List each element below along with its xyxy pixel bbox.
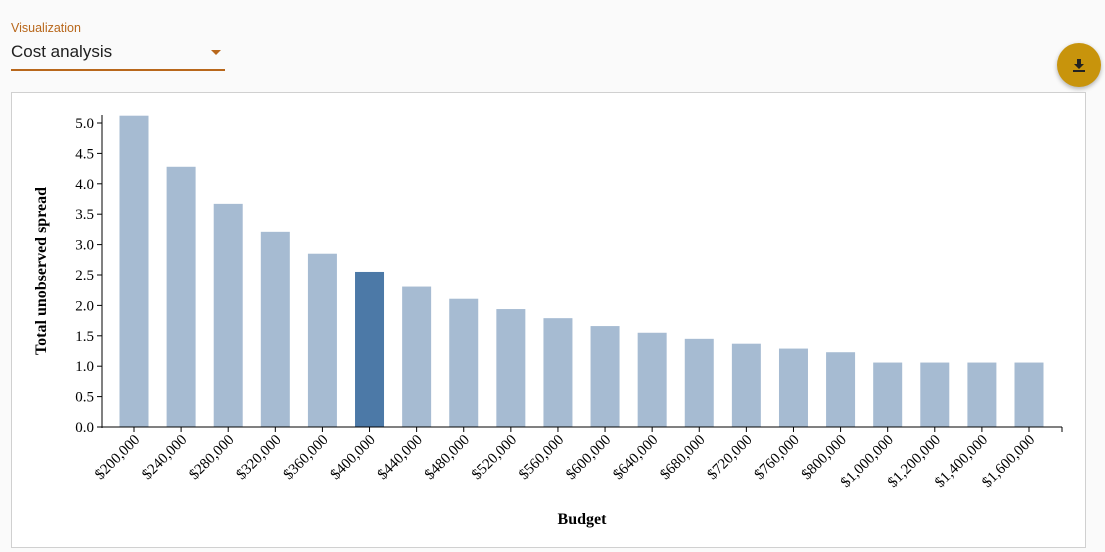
y-tick-label: 3.5 bbox=[75, 207, 94, 223]
x-tick-label: $440,000 bbox=[375, 432, 426, 483]
y-tick-label: 2.0 bbox=[75, 298, 94, 314]
download-icon bbox=[1073, 59, 1085, 72]
x-tick-label: $360,000 bbox=[281, 432, 332, 483]
bar-chart: 0.0 0.5 1.0 1.5 2.0 2.5 3.0 3.5 4.0 4.5 5.0 $200,0… bbox=[33, 115, 1063, 528]
download-button[interactable] bbox=[1057, 43, 1101, 87]
y-tick-label: 0.0 bbox=[75, 420, 94, 436]
visualization-select-label: Visualization bbox=[11, 21, 81, 35]
bar[interactable] bbox=[920, 362, 950, 427]
bar[interactable] bbox=[543, 318, 573, 427]
bar[interactable] bbox=[826, 352, 856, 427]
x-tick-label: $720,000 bbox=[705, 432, 756, 483]
bar[interactable] bbox=[684, 338, 714, 427]
y-tick-label: 1.5 bbox=[75, 329, 94, 345]
bar[interactable] bbox=[166, 166, 196, 427]
x-tick-label: $320,000 bbox=[233, 432, 284, 483]
bar[interactable] bbox=[590, 326, 620, 427]
bars-layer bbox=[119, 115, 1044, 427]
bar[interactable] bbox=[731, 343, 761, 427]
y-tick-label: 5.0 bbox=[75, 116, 94, 132]
visualization-select-value[interactable]: Cost analysis bbox=[11, 42, 113, 61]
x-tick-label: $280,000 bbox=[186, 432, 237, 483]
select-underline bbox=[11, 69, 225, 71]
x-tick-label: $400,000 bbox=[328, 432, 379, 483]
x-tick-label: $680,000 bbox=[657, 432, 708, 483]
bar[interactable] bbox=[213, 203, 243, 427]
y-tick-label: 0.5 bbox=[75, 390, 94, 406]
bar[interactable] bbox=[873, 362, 903, 427]
y-tick-label: 3.0 bbox=[75, 238, 94, 254]
bar[interactable] bbox=[307, 253, 337, 427]
y-tick-label: 1.0 bbox=[75, 359, 94, 375]
bar[interactable] bbox=[119, 115, 149, 427]
x-axis-title: Budget bbox=[558, 511, 608, 528]
dropdown-arrow-icon[interactable] bbox=[211, 50, 221, 55]
y-axis-title: Total unobserved spread bbox=[33, 187, 50, 355]
bar[interactable] bbox=[1014, 362, 1044, 427]
x-tick-label: $240,000 bbox=[139, 432, 190, 483]
bar[interactable] bbox=[260, 231, 290, 427]
bar[interactable] bbox=[355, 271, 385, 427]
chart-container: 0.0 0.5 1.0 1.5 2.0 2.5 3.0 3.5 4.0 4.5 5.0 $200,0… bbox=[11, 92, 1086, 548]
bar[interactable] bbox=[402, 286, 432, 427]
y-tick-label: 4.5 bbox=[75, 146, 94, 162]
x-tick-label: $520,000 bbox=[469, 432, 520, 483]
y-axis: 0.0 0.5 1.0 1.5 2.0 2.5 3.0 3.5 4.0 4.5 5.0 bbox=[75, 115, 103, 436]
x-axis: $200,000$240,000$280,000$320,000$360,000… bbox=[92, 426, 1063, 491]
bar[interactable] bbox=[637, 332, 667, 427]
bar[interactable] bbox=[967, 362, 997, 427]
bar[interactable] bbox=[778, 348, 808, 427]
y-tick-label: 2.5 bbox=[75, 268, 94, 284]
x-tick-label: $640,000 bbox=[610, 432, 661, 483]
visualization-select[interactable]: Visualization Cost analysis bbox=[11, 20, 225, 71]
x-tick-label: $560,000 bbox=[516, 432, 567, 483]
x-tick-label: $480,000 bbox=[422, 432, 473, 483]
y-tick-label: 4.0 bbox=[75, 177, 94, 193]
bar[interactable] bbox=[449, 298, 479, 427]
x-tick-label: $200,000 bbox=[92, 432, 143, 483]
bar[interactable] bbox=[496, 309, 526, 427]
x-tick-label: $600,000 bbox=[563, 432, 614, 483]
x-tick-label: $760,000 bbox=[752, 432, 803, 483]
